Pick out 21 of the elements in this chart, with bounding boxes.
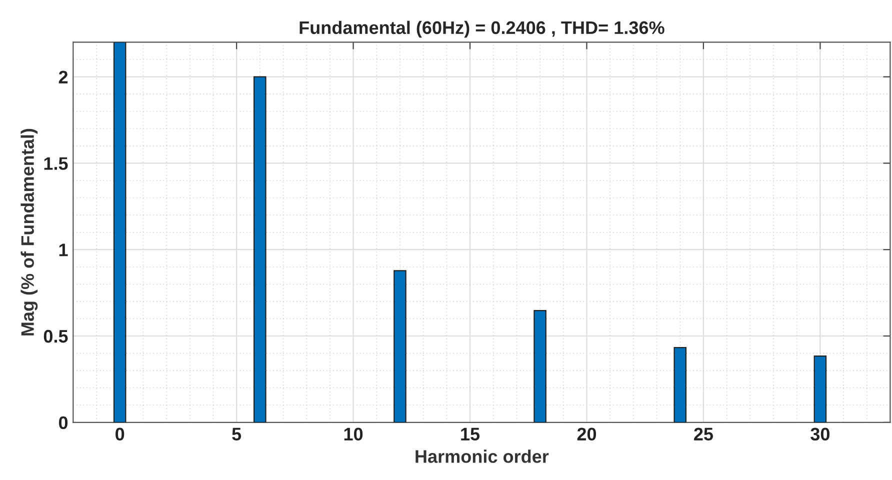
x-tick-label: 20 [577, 428, 596, 441]
x-tick-label: 5 [232, 428, 242, 441]
bar [674, 347, 687, 422]
y-tick-label: 1 [59, 244, 68, 256]
x-tick-label: 25 [694, 428, 713, 441]
x-tick-label: 30 [810, 428, 830, 441]
x-tick-label: 15 [461, 428, 480, 441]
y-axis-title: Mag (% of Fundamental) [20, 128, 38, 336]
bar [394, 270, 406, 422]
bar [113, 42, 126, 422]
chart-title: Fundamental (60Hz) = 0.2406 , THD= 1.36% [300, 20, 664, 38]
bar [254, 76, 266, 422]
y-tick-label: 0.5 [44, 330, 68, 343]
x-tick-label: 10 [344, 428, 363, 441]
y-tick-label: 1.5 [44, 157, 68, 170]
y-tick-label: 0 [58, 416, 68, 430]
x-axis-title: Harmonic order [416, 450, 549, 463]
bar [814, 355, 827, 422]
x-tick-label: 0 [116, 428, 124, 441]
bar [534, 310, 546, 422]
y-tick-label: 2 [58, 70, 68, 84]
